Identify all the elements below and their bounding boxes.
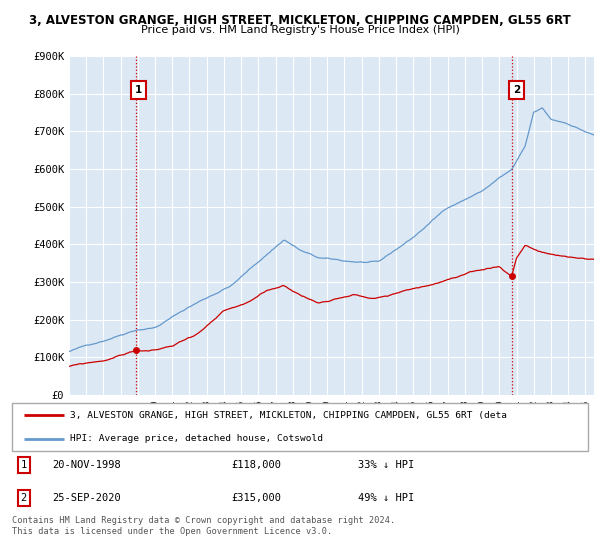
Text: 1: 1 [20,460,27,470]
Text: 49% ↓ HPI: 49% ↓ HPI [358,493,414,503]
Text: 1: 1 [134,85,142,95]
Text: Price paid vs. HM Land Registry's House Price Index (HPI): Price paid vs. HM Land Registry's House … [140,25,460,35]
FancyBboxPatch shape [12,403,588,451]
Text: £315,000: £315,000 [231,493,281,503]
Text: 3, ALVESTON GRANGE, HIGH STREET, MICKLETON, CHIPPING CAMPDEN, GL55 6RT: 3, ALVESTON GRANGE, HIGH STREET, MICKLET… [29,14,571,27]
Text: £118,000: £118,000 [231,460,281,470]
Text: 2: 2 [513,85,520,95]
Text: 3, ALVESTON GRANGE, HIGH STREET, MICKLETON, CHIPPING CAMPDEN, GL55 6RT (deta: 3, ALVESTON GRANGE, HIGH STREET, MICKLET… [70,410,506,419]
Text: Contains HM Land Registry data © Crown copyright and database right 2024.
This d: Contains HM Land Registry data © Crown c… [12,516,395,536]
Text: 20-NOV-1998: 20-NOV-1998 [52,460,121,470]
Text: 25-SEP-2020: 25-SEP-2020 [52,493,121,503]
Text: HPI: Average price, detached house, Cotswold: HPI: Average price, detached house, Cots… [70,435,323,444]
Text: 33% ↓ HPI: 33% ↓ HPI [358,460,414,470]
Text: 2: 2 [20,493,27,503]
